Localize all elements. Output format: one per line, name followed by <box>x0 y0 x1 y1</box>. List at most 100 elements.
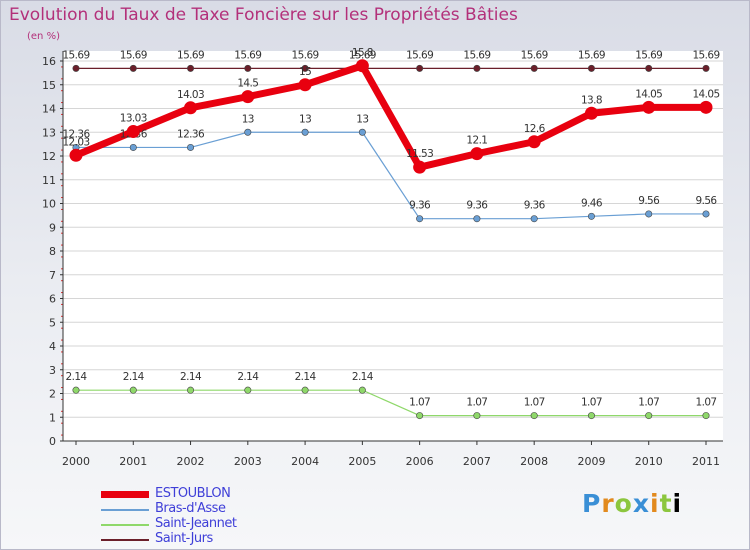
data-label-estoublon: 12.1 <box>466 135 487 147</box>
logo-letter: o <box>614 489 633 518</box>
y-tick-label: 15 <box>42 79 56 92</box>
x-tick-label: 2001 <box>119 455 147 468</box>
data-point-saint-jeannet <box>301 386 309 394</box>
x-tick-label: 2010 <box>635 455 663 468</box>
data-point-saint-jurs <box>645 64 653 72</box>
data-label-saint-jeannet: 2.14 <box>123 371 145 383</box>
y-tick-label: 16 <box>42 55 56 68</box>
data-point-bras-d-asse <box>702 210 710 218</box>
y-tick-label: 7 <box>49 269 56 282</box>
data-point-bras-d-asse <box>358 128 366 136</box>
data-point-saint-jeannet <box>702 412 710 420</box>
data-point-bras-d-asse <box>129 143 137 151</box>
data-label-saint-jurs: 15.69 <box>635 49 662 61</box>
data-point-saint-jurs <box>72 64 80 72</box>
series-line-saint-jeannet <box>75 389 707 417</box>
data-label-saint-jurs: 15.69 <box>406 49 433 61</box>
y-tick-label: 9 <box>49 221 56 234</box>
y-axis-unit-label: (en %) <box>27 31 60 42</box>
data-point-bras-d-asse <box>187 143 195 151</box>
logo-letter: i <box>672 489 683 518</box>
data-label-estoublon: 11.53 <box>406 148 433 160</box>
data-point-saint-jurs <box>301 64 309 72</box>
data-label-saint-jurs: 15.69 <box>521 49 548 61</box>
data-label-saint-jeannet: 1.07 <box>581 397 602 409</box>
data-label-estoublon: 13.8 <box>581 94 602 106</box>
legend-swatch-estoublon <box>101 491 149 498</box>
data-label-saint-jurs: 15.69 <box>234 49 261 61</box>
data-label-estoublon: 14.5 <box>237 78 258 90</box>
data-label-saint-jeannet: 1.07 <box>409 397 430 409</box>
x-tick-label: 2006 <box>406 455 434 468</box>
x-tick-label: 2011 <box>692 455 720 468</box>
data-label-saint-jurs: 15.69 <box>292 49 319 61</box>
x-tick-label: 2000 <box>62 455 90 468</box>
logo-letter: P <box>582 489 602 518</box>
data-point-bras-d-asse <box>645 210 653 218</box>
data-point-estoublon <box>642 100 656 114</box>
data-label-saint-jurs: 15.69 <box>349 49 376 61</box>
data-point-saint-jeannet <box>473 412 481 420</box>
data-label-saint-jeannet: 2.14 <box>180 371 202 383</box>
data-label-saint-jeannet: 1.07 <box>696 397 717 409</box>
legend-swatch-bras-dasse <box>101 509 149 511</box>
data-point-bras-d-asse <box>530 215 538 223</box>
data-label-saint-jurs: 15.69 <box>177 49 204 61</box>
data-point-saint-jeannet <box>587 412 595 420</box>
data-label-bras-d-asse: 13 <box>299 113 311 125</box>
x-tick-label: 2005 <box>348 455 376 468</box>
data-point-saint-jurs <box>587 64 595 72</box>
y-tick-label: 1 <box>49 411 56 424</box>
data-point-saint-jurs <box>187 64 195 72</box>
x-tick-label: 2008 <box>520 455 548 468</box>
data-point-saint-jeannet <box>416 412 424 420</box>
data-point-bras-d-asse <box>301 128 309 136</box>
legend-label-saint-jeannet: Saint-Jeannet <box>155 516 237 531</box>
data-label-estoublon: 15 <box>299 66 311 78</box>
data-label-saint-jeannet: 2.14 <box>295 371 317 383</box>
data-label-saint-jurs: 15.69 <box>463 49 490 61</box>
data-point-estoublon <box>584 106 598 120</box>
x-tick-label: 2002 <box>177 455 205 468</box>
data-label-estoublon: 15.8 <box>352 47 373 59</box>
data-label-bras-d-asse: 9.56 <box>638 195 660 207</box>
data-point-saint-jurs <box>129 64 137 72</box>
data-point-saint-jurs <box>473 64 481 72</box>
data-label-saint-jurs: 15.69 <box>692 49 719 61</box>
data-label-estoublon: 13.03 <box>120 113 147 125</box>
data-point-estoublon <box>241 90 255 104</box>
y-tick-label: 5 <box>49 316 56 329</box>
chart-title: Evolution du Taux de Taxe Foncière sur l… <box>9 5 518 25</box>
data-point-estoublon <box>355 59 369 73</box>
proxiti-logo: Proxiti <box>582 489 682 518</box>
data-label-saint-jeannet: 2.14 <box>66 371 88 383</box>
y-tick-label: 12 <box>42 150 56 163</box>
series-line-estoublon <box>72 62 710 171</box>
data-label-bras-d-asse: 12.36 <box>177 128 205 140</box>
data-label-estoublon: 12.6 <box>524 123 546 135</box>
legend-label-saint-jurs: Saint-Jurs <box>155 531 213 546</box>
data-label-saint-jeannet: 1.07 <box>524 397 545 409</box>
data-point-saint-jeannet <box>129 386 137 394</box>
y-tick-label: 2 <box>49 388 56 401</box>
y-tick-label: 6 <box>49 293 56 306</box>
data-point-bras-d-asse <box>416 215 424 223</box>
data-label-saint-jeannet: 2.14 <box>237 371 259 383</box>
data-label-saint-jurs: 15.69 <box>578 49 605 61</box>
legend-label-bras-dasse: Bras-d'Asse <box>155 501 226 516</box>
logo-letter: t <box>659 489 673 518</box>
data-label-estoublon: 14.03 <box>177 89 204 101</box>
data-label-bras-d-asse: 9.36 <box>524 200 546 212</box>
data-point-estoublon <box>298 78 312 92</box>
series-line-bras-d-asse <box>75 131 707 220</box>
y-tick-label: 14 <box>42 103 56 116</box>
y-tick-label: 4 <box>49 340 56 353</box>
legend-swatch-saint-jurs <box>101 539 149 541</box>
data-point-saint-jurs <box>244 64 252 72</box>
data-point-saint-jeannet <box>530 412 538 420</box>
x-tick-label: 2004 <box>291 455 319 468</box>
data-point-estoublon <box>470 147 484 161</box>
data-point-estoublon <box>126 125 140 139</box>
data-point-saint-jeannet <box>72 386 80 394</box>
